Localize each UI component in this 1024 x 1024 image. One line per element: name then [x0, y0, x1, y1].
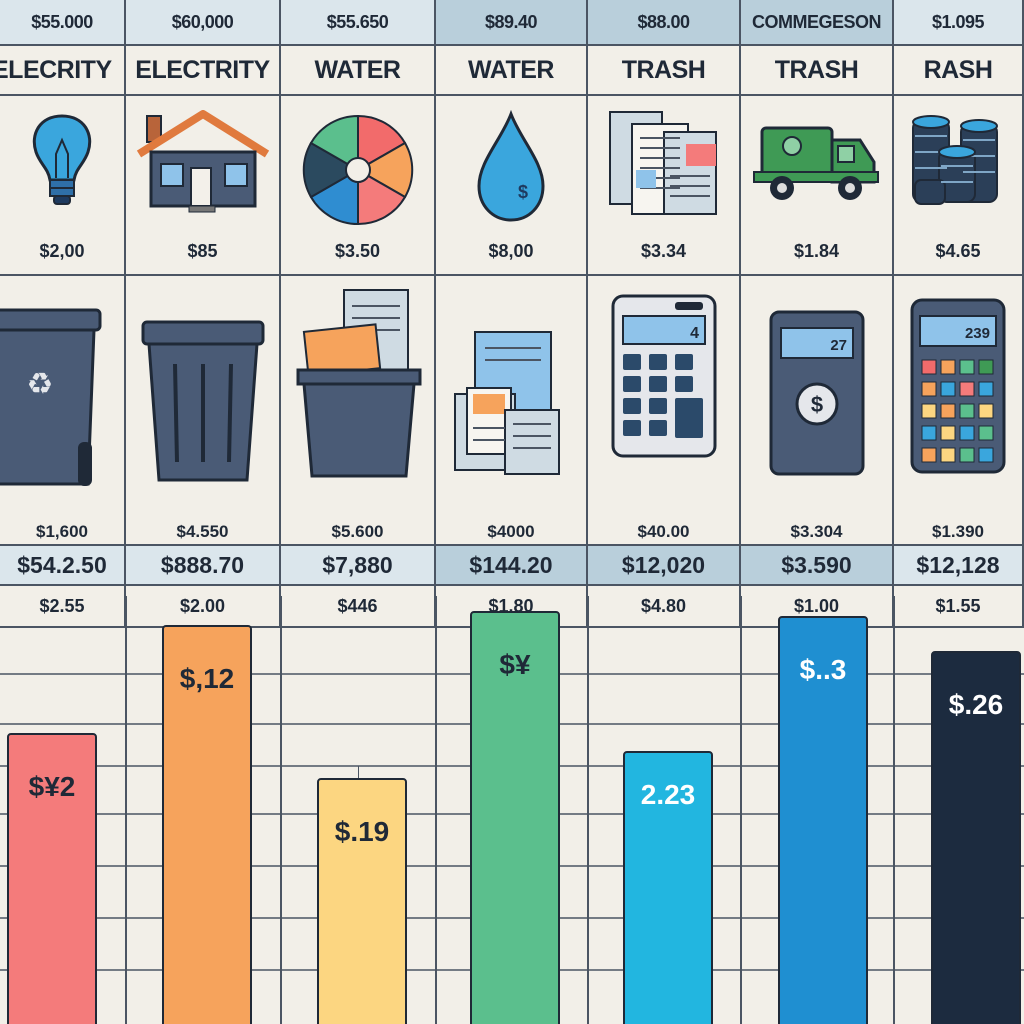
svg-text:$: $ — [518, 182, 528, 202]
total-value: $3.590 — [741, 546, 894, 586]
icon-price: $2,00 — [39, 241, 85, 261]
icon-price: $1.84 — [793, 241, 840, 261]
header-value: COMMEGESON — [741, 0, 894, 46]
bar-1 — [7, 733, 97, 1024]
coins-icon — [912, 115, 998, 205]
documents-icon — [609, 111, 717, 215]
header-value: $88.00 — [588, 0, 741, 46]
bar-label: $¥2 — [29, 771, 76, 802]
trash-can-icon — [141, 320, 264, 482]
category-label: RASH — [894, 46, 1024, 96]
calculator-dollar-icon: 27 $ — [769, 310, 864, 476]
icon-cell: 4 $40.00 — [588, 276, 741, 546]
bar-label: $,12 — [180, 663, 235, 694]
icon-cell: 239 $1.390 — [894, 276, 1024, 546]
icon-price: $3.34 — [640, 241, 687, 261]
calculator-color-icon: 239 — [910, 298, 1006, 474]
icon-cell: $5.600 — [281, 276, 436, 546]
bar-5 — [623, 751, 713, 1024]
icon-cell: $4000 — [436, 276, 588, 546]
bar-label: $..3 — [800, 654, 847, 685]
total-value: $54.2.50 — [0, 546, 126, 586]
icon-price: $85 — [187, 241, 218, 261]
bar-2 — [162, 625, 252, 1024]
header-value: $89.40 — [436, 0, 588, 46]
icon-price: $3.50 — [334, 241, 381, 261]
recycle-bin-icon: ♻ — [0, 308, 102, 486]
icon-price: $4.65 — [935, 241, 981, 261]
icon-cell: $1.84 — [741, 96, 894, 276]
category-label: ELECTRITY — [126, 46, 281, 96]
bar-6 — [778, 616, 868, 1024]
icon-price: $5.600 — [331, 522, 384, 541]
header-value: $60,000 — [126, 0, 281, 46]
bar-label: $.19 — [335, 816, 390, 847]
icon-price: $4.550 — [176, 522, 229, 541]
total-value: $144.20 — [436, 546, 588, 586]
icon-cell: $3.34 — [588, 96, 741, 276]
calculator-icon: 4 — [611, 294, 716, 458]
category-label: ELECRITY — [0, 46, 126, 96]
total-value: $7,880 — [281, 546, 436, 586]
total-value: $888.70 — [126, 546, 281, 586]
svg-text:$: $ — [810, 392, 822, 417]
icon-cell: $4.65 — [894, 96, 1024, 276]
calculator-display: 4 — [690, 325, 699, 342]
pie-chart-icon — [302, 114, 413, 226]
water-drop-icon: $ — [477, 110, 545, 222]
icon-price: $3.304 — [790, 522, 843, 541]
icon-cell: $2,00 — [0, 96, 126, 276]
icon-cell: $ $8,00 — [436, 96, 588, 276]
svg-text:♻: ♻ — [27, 367, 54, 402]
category-label: WATER — [281, 46, 436, 96]
icon-price: $8,00 — [488, 241, 534, 261]
icon-cell: $85 — [126, 96, 281, 276]
bar-label: $.26 — [949, 689, 1004, 720]
icon-cell: ♻ $1,600 — [0, 276, 126, 546]
calculator-display: 27 — [830, 337, 847, 354]
header-value: $1.095 — [894, 0, 1024, 46]
bar-label: 2.23 — [641, 779, 696, 810]
total-value: $12,128 — [894, 546, 1024, 586]
bar-label: $¥ — [499, 649, 531, 680]
truck-icon — [752, 126, 879, 200]
icon-cell: $4.550 — [126, 276, 281, 546]
bar-chart: $¥2 $,12 $.19 $¥ 2.23 $..3 $.26 — [0, 596, 1024, 1024]
paper-bin-icon — [296, 289, 421, 478]
icon-price: $1.390 — [932, 522, 984, 541]
sub-value: $1.55 — [894, 586, 1024, 628]
category-label: TRASH — [741, 46, 894, 96]
header-value: $55.000 — [0, 0, 126, 46]
category-label: WATER — [436, 46, 588, 96]
icon-price: $1,600 — [36, 522, 88, 541]
bar-3 — [317, 778, 407, 1024]
calculator-display: 239 — [965, 325, 990, 342]
header-value: $55.650 — [281, 0, 436, 46]
house-icon — [136, 110, 269, 213]
total-value: $12,020 — [588, 546, 741, 586]
documents-icon — [454, 331, 560, 475]
icon-price: $40.00 — [637, 522, 690, 541]
category-text: ELECRITY — [0, 55, 112, 84]
icon-cell: $3.50 — [281, 96, 436, 276]
category-label: TRASH — [588, 46, 741, 96]
icon-price: $4000 — [487, 522, 535, 541]
lightbulb-icon — [32, 114, 92, 205]
icon-cell: 27 $ $3.304 — [741, 276, 894, 546]
bar-7 — [931, 651, 1021, 1024]
bar-4 — [470, 611, 560, 1024]
